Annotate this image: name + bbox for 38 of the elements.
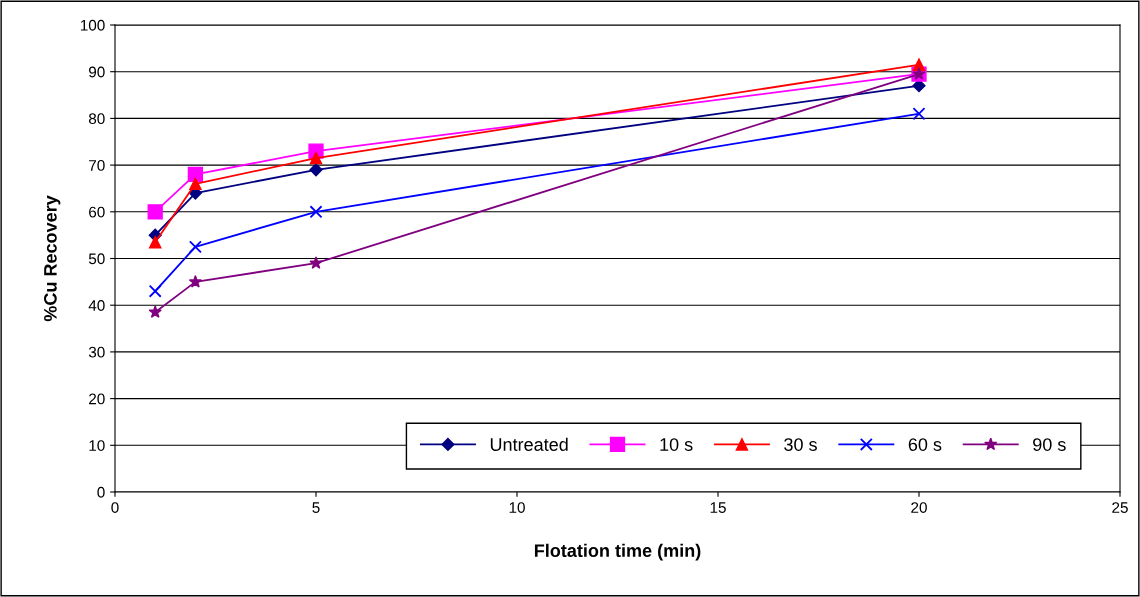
y-tick-label: 40 [88,300,105,311]
y-tick-label: 90 [89,66,105,78]
x-axis-title: Flotation time (min) [534,543,701,561]
legend-label: Untreated [490,437,568,451]
y-tick-label: 100 [80,19,105,31]
point [912,79,926,93]
point [189,177,202,191]
point [309,151,323,165]
x-tick-label: 25 [1112,502,1128,513]
point [188,240,202,254]
point [912,107,926,121]
point [187,166,204,183]
legend-label: 30 s [784,438,817,451]
y-tick-label: 80 [88,113,105,125]
point [148,284,162,298]
x-tick-label: 10 [509,502,525,513]
y-axis-title: %Cu Recovery [43,195,61,322]
y-tick-label: 70 [89,159,105,171]
point [309,205,323,219]
point [309,256,323,269]
point [309,163,323,177]
legend-label: 10 s [660,438,693,451]
y-tick-label: 0 [97,486,105,498]
point [188,274,203,288]
y-tick-label: 60 [89,206,105,218]
y-tick-label: 10 [89,440,105,451]
x-tick-label: 15 [710,502,726,513]
y-tick-label: 30 [88,346,105,358]
x-tick-label: 0 [111,502,119,513]
point [148,235,162,249]
legend-label: 90 s [1033,438,1066,451]
legend-label: 60 s [908,438,942,451]
x-tick-label: 5 [312,502,320,513]
point [148,305,162,318]
x-tick-label: 20 [911,502,927,513]
y-tick-label: 20 [89,393,105,405]
y-tick-label: 50 [88,253,105,265]
point [147,204,163,220]
